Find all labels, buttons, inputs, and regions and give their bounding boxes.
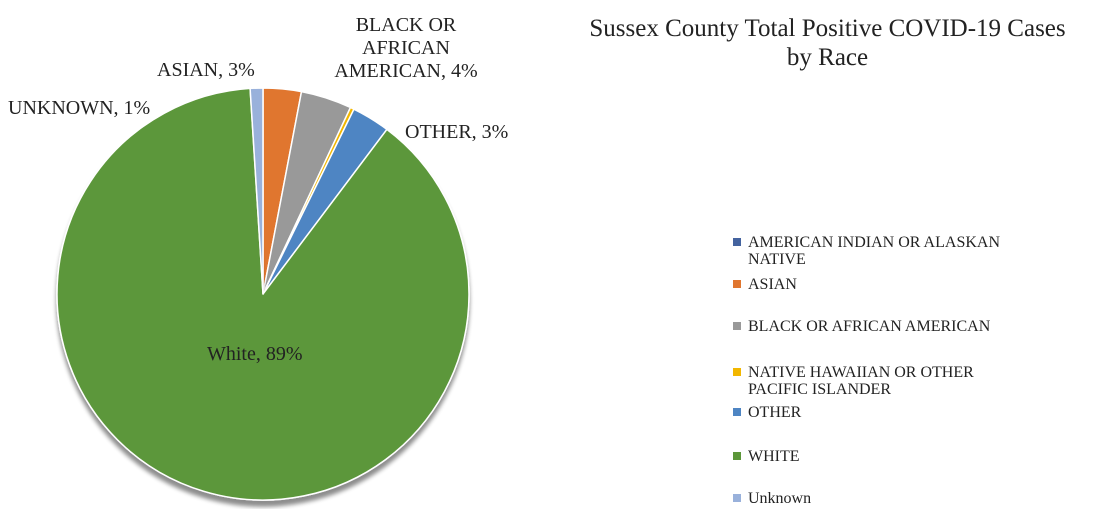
legend-text-line: WHITE <box>748 448 800 465</box>
label-black-line-1: BLACK OR <box>355 14 457 36</box>
pie-slices <box>56 87 470 501</box>
legend-text-line: BLACK OR AFRICAN AMERICAN <box>748 318 991 335</box>
legend-text-line: OTHER <box>748 404 802 421</box>
legend-text-line: NATIVE <box>748 251 806 268</box>
legend-text-line: NATIVE HAWAIIAN OR OTHER <box>748 364 974 381</box>
pie-slice-unknown <box>249 87 264 295</box>
label-asian: ASIAN, 3% <box>157 59 255 81</box>
legend-text-line: AMERICAN INDIAN OR ALASKAN <box>748 234 1000 251</box>
label-black-line-2: AFRICAN <box>362 37 450 59</box>
legend-swatch <box>733 494 741 502</box>
chart-title-line-1: Sussex County Total Positive COVID-19 Ca… <box>589 15 1066 42</box>
legend-text-line: Unknown <box>748 490 812 507</box>
legend-text-line: PACIFIC ISLANDER <box>748 381 891 398</box>
legend-swatch <box>733 368 741 376</box>
pie-plot <box>56 87 470 501</box>
legend-swatch <box>733 238 741 246</box>
label-white: White, 89% <box>207 343 303 365</box>
chart-title: Sussex County Total Positive COVID-19 Ca… <box>555 14 1100 72</box>
label-black-line-3: AMERICAN, 4% <box>334 60 478 82</box>
legend-swatch <box>733 322 741 330</box>
chart-title-line-2: by Race <box>786 44 869 71</box>
legend-swatch <box>733 408 741 416</box>
label-unknown: UNKNOWN, 1% <box>8 97 151 119</box>
legend-text-line: ASIAN <box>748 276 797 293</box>
label-black: BLACK OR AFRICAN AMERICAN, 4% <box>306 14 506 83</box>
legend-swatch <box>733 280 741 288</box>
legend-swatch <box>733 452 741 460</box>
label-other: OTHER, 3% <box>405 121 509 143</box>
